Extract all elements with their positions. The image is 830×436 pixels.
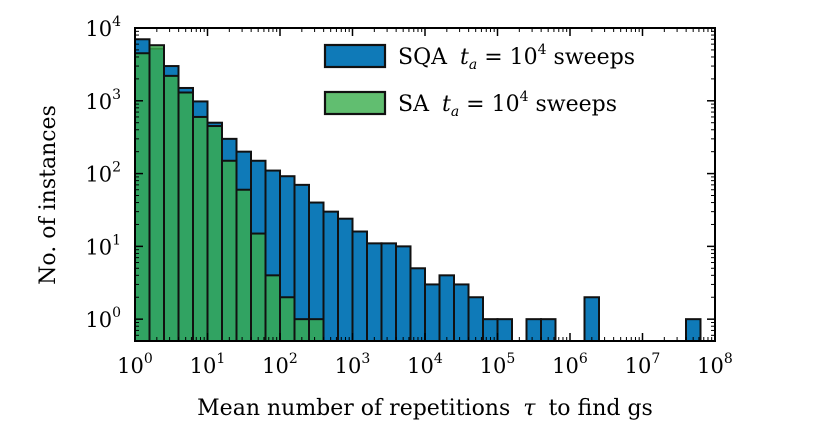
x-tick-label: 103 [335,351,371,378]
sqa-bar-11 [293,183,310,342]
sqa-bar-23 [467,296,484,343]
sa-bar-10 [279,296,296,343]
sa-bar-5 [206,125,223,342]
x-tick-label: 101 [190,351,226,378]
legend-label-sqa: SQA ta = 104 sweeps [398,42,635,73]
sqa-bar-20 [424,283,441,342]
sqa-bar-14 [337,217,354,343]
legend-label-sa: SA ta = 104 sweeps [398,89,617,120]
sqa-bar-17 [380,242,397,342]
y-tick-label: 102 [85,160,121,187]
sa-bar-2 [163,74,180,342]
x-tick-label: 107 [625,351,661,378]
x-axis-label-symbol: τ [523,396,536,421]
y-tick-label: 101 [85,232,121,259]
x-tick-label: 105 [480,351,516,378]
sa-bar-9 [264,274,281,342]
x-axis-label: Mean number of repetitions τ to find gs [197,396,653,421]
sa-bars [134,44,325,343]
sqa-bar-22 [453,283,470,342]
y-tick-label: 100 [85,305,121,332]
x-axis-label-suffix: to find gs [548,396,652,421]
axis-ticks [134,27,716,341]
sqa-bar-19 [409,267,426,342]
sqa-bar-25 [496,318,513,342]
sa-bar-8 [250,232,267,342]
x-tick-label: 108 [697,351,733,378]
sqa-bar-21 [438,274,455,342]
y-tick-label: 103 [85,87,121,114]
sqa-bar-16 [366,242,383,342]
sqa-bar-27 [525,318,542,342]
sqa-bar-18 [395,245,412,342]
y-axis-label: No. of instances [36,105,61,285]
y-tick-label: 104 [85,14,121,41]
sqa-bar-15 [351,230,368,342]
x-tick-label: 100 [117,351,153,378]
x-tick-label: 106 [552,351,588,378]
sa-bar-6 [221,159,238,342]
sa-bar-7 [235,188,252,342]
x-tick-label: 104 [407,351,443,378]
sa-bar-3 [177,91,194,342]
legend: SQA ta = 104 sweeps SA ta = 104 sweeps [323,42,635,120]
sa-bar-12 [308,318,325,342]
x-tick-label: 102 [262,351,298,378]
sa-bar-1 [148,44,165,342]
sqa-bar-29 [583,296,600,343]
legend-swatch-sqa [323,43,387,69]
sa-bar-4 [192,115,209,342]
axis-tick-labels: 100 101 102 103 104 105 106 107 108 100 101 102 103 1… [85,14,732,378]
sa-bar-0 [134,52,151,343]
x-axis-label-text: Mean number of repetitions [197,396,510,421]
sqa-bar-13 [322,210,339,342]
legend-swatch-sa [323,90,387,116]
